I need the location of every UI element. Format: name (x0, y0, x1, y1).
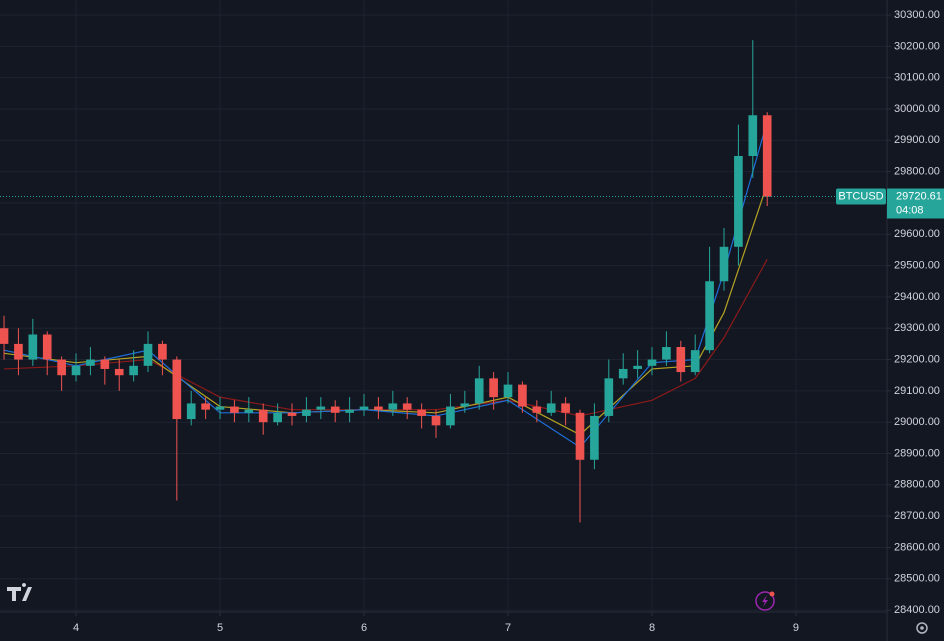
candle-body (446, 406, 455, 426)
candle-body (100, 359, 110, 369)
y-tick-label: 28900.00 (894, 447, 940, 459)
candle-body (431, 415, 441, 426)
candle-body (662, 347, 671, 360)
y-tick-label: 28800.00 (894, 479, 940, 491)
y-tick-label: 28500.00 (894, 573, 940, 585)
y-tick-label: 29000.00 (894, 416, 940, 428)
candle-body (244, 409, 254, 413)
candle-body (647, 359, 657, 366)
x-tick-label: 4 (73, 622, 79, 634)
candle-body (676, 347, 686, 373)
candle-body (71, 365, 81, 376)
settings-icon[interactable] (916, 622, 928, 634)
y-tick-label: 30100.00 (894, 72, 940, 84)
logo[interactable] (7, 583, 32, 601)
candle-body (719, 246, 729, 282)
candle-body (201, 403, 210, 410)
x-tick-label: 8 (649, 622, 655, 634)
candle-body (302, 409, 311, 416)
candle-body (604, 378, 614, 416)
candle-body (359, 406, 369, 410)
candle-body (388, 403, 398, 410)
candle-body (518, 384, 527, 407)
alert-bolt[interactable] (762, 595, 768, 607)
candle-body (705, 281, 714, 351)
last-price-label: 29720.61 (896, 190, 942, 202)
candle-body (258, 409, 268, 423)
x-tick-label: 5 (217, 622, 223, 634)
countdown-label: 04:08 (896, 204, 924, 216)
gear-center[interactable] (920, 626, 924, 630)
candle-body (114, 368, 124, 376)
y-tick-label: 28700.00 (894, 510, 940, 522)
candle-body (86, 359, 95, 366)
candle-body (273, 412, 282, 423)
candle-body (129, 365, 138, 376)
x-tick-label: 7 (505, 622, 511, 634)
logo-mark[interactable] (7, 583, 32, 601)
y-tick-label: 29500.00 (894, 260, 940, 272)
y-tick-label: 29800.00 (894, 166, 940, 178)
y-tick-label: 29100.00 (894, 385, 940, 397)
candle-body (345, 409, 354, 413)
candle-body (762, 115, 772, 197)
x-tick-label: 6 (361, 622, 367, 634)
candle-body (230, 406, 239, 413)
candle-body (474, 378, 484, 404)
candle-body (14, 343, 23, 360)
y-tick-label: 29200.00 (894, 353, 940, 365)
axes: 28400.00 28500.00 28600.00 28700.00 28800.00… (73, 9, 944, 634)
y-tick-label: 29900.00 (894, 134, 940, 146)
candle-body (215, 406, 225, 410)
candle-body (575, 412, 585, 460)
y-tick-label: 29600.00 (894, 228, 940, 240)
y-tick-label: 29400.00 (894, 291, 940, 303)
x-tick-label: 9 (793, 622, 799, 634)
y-tick-label: 30000.00 (894, 103, 940, 115)
symbol-tag (836, 188, 886, 205)
symbol-label: BTCUSD (838, 190, 883, 202)
price-tag (887, 188, 944, 219)
candle-body (172, 359, 182, 420)
y-tick-label: 29300.00 (894, 322, 940, 334)
alert-ring[interactable] (755, 591, 775, 611)
alert-dot[interactable] (769, 591, 775, 597)
candle-body (402, 403, 412, 410)
candle-body (316, 406, 326, 410)
candle-body (460, 403, 470, 407)
candle-body (287, 412, 297, 416)
candle-body (748, 115, 758, 156)
candle-body (633, 365, 642, 369)
candle-body (618, 368, 628, 379)
candle-body (143, 343, 153, 366)
candle-body (734, 155, 743, 247)
candle-body (158, 343, 167, 360)
candle-body (57, 359, 66, 376)
candle-body (546, 403, 556, 413)
alert-icon[interactable] (755, 591, 775, 611)
candle-body (374, 406, 383, 410)
y-tick-label: 30300.00 (894, 9, 940, 21)
candle-body (532, 406, 542, 413)
candle-body (503, 384, 513, 398)
candle-body (690, 350, 700, 373)
y-tick-label: 28600.00 (894, 541, 940, 553)
candle-body (590, 415, 599, 460)
candle-body (417, 409, 426, 416)
y-tick-label: 30200.00 (894, 40, 940, 52)
gear[interactable] (916, 622, 928, 634)
candle-body (186, 403, 196, 420)
candle-body (42, 334, 52, 360)
plot (0, 40, 887, 523)
candle-body (0, 328, 9, 344)
y-tick-label: 28400.00 (894, 604, 940, 616)
candle-body (28, 334, 38, 360)
candle-body (561, 403, 570, 413)
candle-body (489, 378, 498, 398)
candle-body (330, 406, 340, 413)
